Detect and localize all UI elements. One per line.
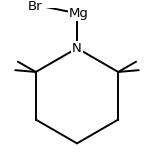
Text: N: N [72, 42, 82, 55]
Text: Mg: Mg [69, 7, 89, 20]
Text: Br: Br [27, 0, 42, 13]
